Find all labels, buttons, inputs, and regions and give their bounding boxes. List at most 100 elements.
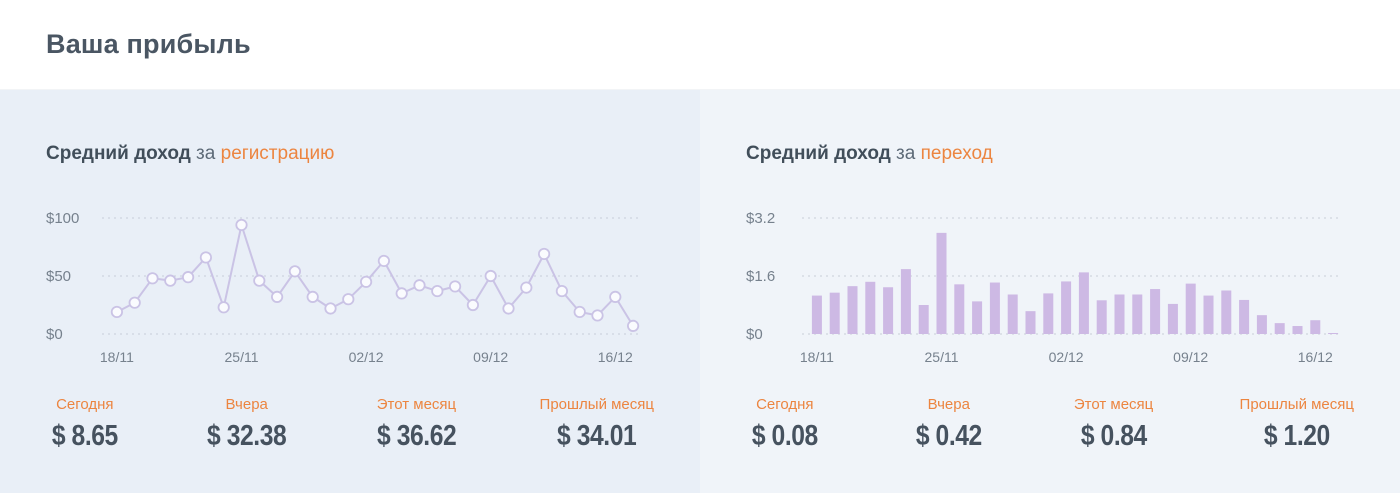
data-point-marker bbox=[146, 272, 159, 285]
data-point-marker bbox=[110, 305, 124, 319]
x-axis-tick-label: 18/11 bbox=[100, 349, 134, 365]
data-point-marker bbox=[235, 218, 248, 232]
registration-stats-row: Сегодня $ 8.65 Вчера $ 32.38 Этот месяц $ 36.… bbox=[0, 396, 700, 453]
y-axis-tick-label: $0 bbox=[46, 326, 63, 343]
data-point-marker bbox=[395, 287, 408, 300]
data-point-marker bbox=[413, 279, 426, 292]
transition-stats-row: Сегодня $ 0.08 Вчера $ 0.42 Этот месяц $ 0.84… bbox=[700, 396, 1400, 453]
bar bbox=[1292, 326, 1303, 334]
stat-label: Этот месяц bbox=[1073, 396, 1154, 413]
bar bbox=[1150, 289, 1161, 334]
earnings-panel-transition: Средний доход за переход $0 $1.6 $3.2 18/11… bbox=[700, 90, 1400, 493]
chart-title-mid: за bbox=[190, 143, 221, 164]
x-axis-tick-label: 16/12 bbox=[598, 349, 633, 365]
bar bbox=[900, 269, 911, 334]
data-point-marker bbox=[164, 274, 177, 287]
stat-item: Вчера $ 0.42 bbox=[910, 396, 988, 453]
stat-label: Сегодня bbox=[56, 396, 114, 413]
bar bbox=[811, 295, 822, 334]
stat-value: $ 1.20 bbox=[1263, 420, 1330, 452]
stat-value: $ 0.84 bbox=[1080, 420, 1147, 452]
bar bbox=[1167, 303, 1178, 334]
bar bbox=[1078, 272, 1089, 334]
data-point-marker bbox=[182, 271, 195, 284]
stat-value: $ 0.42 bbox=[915, 420, 982, 452]
x-axis-tick-label: 02/12 bbox=[1049, 349, 1084, 365]
bar bbox=[1007, 294, 1018, 334]
data-point-marker bbox=[306, 290, 319, 303]
chart-title-main: Средний доход bbox=[746, 143, 891, 164]
data-point-marker bbox=[591, 309, 604, 322]
bar bbox=[1239, 299, 1250, 334]
data-point-marker bbox=[253, 274, 266, 287]
chart-title-main: Средний доход bbox=[46, 143, 191, 164]
bar bbox=[1203, 295, 1214, 334]
bar bbox=[1274, 323, 1285, 334]
bar bbox=[989, 282, 1000, 334]
data-point-marker bbox=[502, 302, 515, 315]
data-point-marker bbox=[484, 269, 497, 283]
data-point-marker bbox=[466, 298, 479, 312]
stat-item: Сегодня $ 0.08 bbox=[746, 396, 824, 453]
y-axis-tick-label: $100 bbox=[46, 210, 79, 227]
data-point-marker bbox=[359, 275, 373, 288]
chart-title-metric-transition: переход bbox=[920, 143, 993, 164]
data-point-marker bbox=[431, 284, 444, 298]
x-axis-tick-label: 09/12 bbox=[473, 349, 508, 365]
stat-item: Прошлый месяц $ 34.01 bbox=[540, 396, 654, 453]
stat-item: Прошлый месяц $ 1.20 bbox=[1240, 396, 1354, 453]
data-point-marker bbox=[288, 265, 301, 278]
stat-label: Сегодня bbox=[756, 396, 814, 413]
stat-value: $ 36.62 bbox=[376, 420, 457, 452]
bar bbox=[1114, 294, 1125, 334]
bar bbox=[1132, 294, 1143, 334]
bar bbox=[918, 305, 929, 334]
bar bbox=[1185, 283, 1196, 334]
bar bbox=[1256, 315, 1267, 334]
stat-label: Этот месяц bbox=[376, 396, 457, 413]
earnings-panel-registration: Средний доход за регистрацию $0 $50 $100 18… bbox=[0, 90, 700, 493]
x-axis-tick-label: 16/12 bbox=[1298, 349, 1333, 365]
registration-line-chart: $0 $50 $100 18/11 25/11 02/12 09/12 16/12 bbox=[46, 210, 642, 365]
bar bbox=[1096, 300, 1107, 334]
y-axis-tick-label: $0 bbox=[746, 326, 763, 343]
data-point-marker bbox=[573, 305, 586, 319]
bar bbox=[1061, 281, 1072, 334]
y-axis-tick-label: $50 bbox=[46, 268, 71, 285]
data-point-marker bbox=[128, 296, 141, 309]
data-point-marker bbox=[199, 251, 212, 264]
data-point-marker bbox=[555, 284, 569, 298]
earnings-panels: Средний доход за регистрацию $0 $50 $100 18… bbox=[0, 90, 1400, 493]
x-axis-tick-label: 25/11 bbox=[225, 349, 259, 365]
chart-title-registration: Средний доход за регистрацию bbox=[0, 142, 700, 166]
stat-value: $ 0.08 bbox=[751, 420, 818, 452]
data-point-marker bbox=[271, 290, 284, 303]
stat-item: Этот месяц $ 0.84 bbox=[1074, 396, 1153, 453]
data-point-marker bbox=[342, 293, 355, 306]
stat-item: Сегодня $ 8.65 bbox=[46, 396, 124, 453]
stat-value: $ 32.38 bbox=[207, 420, 287, 452]
transition-bar-chart: $0 $1.6 $3.2 18/11 25/11 02/12 09/12 16/12 bbox=[746, 210, 1342, 365]
data-point-marker bbox=[448, 280, 462, 293]
bar bbox=[1025, 311, 1036, 334]
bar bbox=[954, 284, 965, 334]
bar bbox=[1310, 320, 1321, 334]
bar bbox=[883, 287, 894, 334]
chart-title-transition: Средний доход за переход bbox=[700, 142, 1400, 166]
stat-label: Прошлый месяц bbox=[1239, 396, 1354, 413]
data-point-marker bbox=[626, 319, 640, 332]
page-title: Ваша прибыль bbox=[46, 29, 251, 59]
y-axis-tick-label: $1.6 bbox=[746, 268, 775, 285]
stat-item: Вчера $ 32.38 bbox=[200, 396, 293, 453]
x-axis-tick-label: 25/11 bbox=[925, 349, 959, 365]
data-point-marker bbox=[377, 254, 390, 268]
data-point-marker bbox=[609, 290, 622, 303]
bar bbox=[1328, 333, 1339, 334]
stat-value: $ 34.01 bbox=[557, 420, 637, 452]
bar bbox=[847, 286, 858, 334]
bar bbox=[1221, 290, 1232, 334]
data-point-marker bbox=[520, 281, 533, 294]
stat-value: $ 8.65 bbox=[51, 420, 118, 452]
line-series bbox=[115, 224, 635, 327]
bar bbox=[972, 301, 983, 334]
